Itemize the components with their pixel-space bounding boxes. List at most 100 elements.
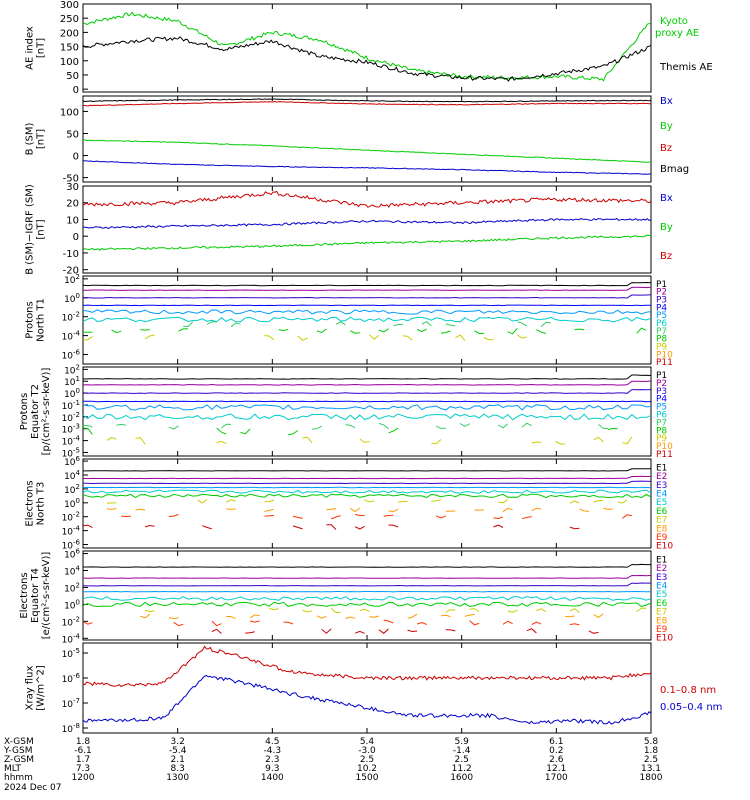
y-tick-label: 200 [60,28,79,39]
channel-label: E6 [656,507,668,517]
channel-segment-10 [245,631,255,634]
channel-segment-7 [82,424,93,428]
panel-frame [82,458,652,549]
series-line-2 [82,234,652,251]
y-tick-label: 100 [64,387,80,400]
channel-line-2 [83,286,652,291]
panel-7: Electrons Equator T4 [e/(cm²-s-sr-keV)] 106… [19,548,673,646]
channel-label: E5 [656,590,667,600]
channel-segment-7 [225,499,236,503]
channel-line-6 [82,316,652,323]
channel-segment-8 [440,614,451,618]
y-tick-label: 10-6 [62,672,81,685]
x-tick-label: 0.2 [549,746,563,756]
x-tick-label: 2.6 [549,755,564,765]
x-tick-label: 5.9 [455,737,470,747]
channel-segment-9 [431,439,442,445]
channel-segment-9 [521,516,532,520]
y-tick-label: 30 [66,182,79,193]
legend-entry: Kyoto [660,16,688,27]
channel-segment-7 [269,608,279,611]
channel-segment-10 [82,524,93,529]
y-axis-label: Protons [25,301,36,338]
channel-segment-9 [355,514,365,517]
channel-segment-8 [464,613,475,617]
channel-line-3 [82,389,652,394]
channel-segment-7 [144,609,155,613]
channel-label: P6 [656,411,667,421]
y-axis-label: B (SM)−IGRF (SM) [25,184,36,275]
channel-segment-8 [369,615,380,618]
channel-segment-9 [402,335,413,341]
y-tick-label: 50 [66,129,79,140]
panel-frame [82,95,652,183]
channel-segment-9 [211,620,222,627]
channel-line-5 [82,404,652,411]
x-tick-label: 1300 [166,773,189,783]
legend-entry: 0.1–0.8 nm [660,685,716,696]
y-axis-label: [nT] [36,38,47,58]
channel-label: E10 [656,634,673,644]
x-tick-label: -1.4 [453,746,471,756]
series-line-4 [82,98,652,103]
channel-segment-10 [388,524,399,528]
channel-segment-9 [331,515,341,520]
channel-line-1 [83,563,651,568]
channel-segment-10 [202,525,213,530]
channel-line-6 [82,601,652,608]
channel-segment-8 [178,328,189,332]
channel-segment-7 [264,499,275,503]
x-tick-label: 5.8 [644,737,659,747]
channel-segment-10 [321,628,332,634]
channel-segment-7 [302,609,313,613]
channel-segment-7 [459,423,470,427]
channel-segment-9 [297,335,308,341]
channel-segment-8 [440,330,451,334]
channel-label: P9 [656,434,667,444]
channel-segment-10 [292,525,303,530]
panel-3: B (SM)−IGRF (SM) [nT] -20 -10 0 10 20 30 Bx By Bz [25,182,673,277]
channel-label: E9 [656,625,668,635]
channel-segment-7 [421,321,432,327]
channel-segment-7 [431,499,442,502]
panel-frame [82,3,652,93]
channel-segment-8 [82,427,93,435]
channel-label: E7 [656,516,667,526]
channel-segment-7 [469,608,480,612]
channel-segment-7 [230,322,241,328]
x-tick-label: 1800 [640,773,663,783]
y-axis-label: [e/(cm²-s-sr-keV)] [41,552,52,640]
channel-segment-8 [378,328,389,333]
x-tick-label: 2.5 [455,755,469,765]
y-tick-label: 102 [64,581,80,594]
channel-segment-8 [565,615,575,618]
x-tick-label: 10.2 [357,764,377,774]
channel-label: E4 [656,489,668,499]
y-tick-label: 300 [60,0,79,11]
y-tick-label: 50 [66,71,79,82]
channel-label: P2 [656,379,667,389]
y-tick-label: 102 [64,363,80,376]
x-tick-label: 1700 [545,773,568,783]
channel-label: P11 [656,358,673,368]
x-tick-label: 3.2 [171,737,185,747]
channel-segment-7 [536,608,547,613]
y-axis-label: Equator T2 [30,384,41,439]
x-tick-label: 2.1 [171,755,185,765]
channel-segment-8 [507,327,518,335]
channel-line-3 [82,294,652,299]
channel-segment-7 [569,500,580,504]
series-line-2 [82,139,652,163]
x-tick-label: 1200 [72,773,95,783]
channel-segment-8 [603,507,613,511]
channel-segment-10 [407,629,418,633]
channel-segment-7 [569,608,580,613]
y-axis-label: Protons [19,393,30,430]
y-tick-label: 10-2 [62,615,80,628]
channel-segment-7 [116,423,127,426]
channel-segment-9 [135,436,146,445]
channel-label: P1 [656,371,667,381]
y-axis-label: North T3 [36,482,47,526]
channel-segment-9 [517,334,528,339]
channel-line-1 [82,281,652,287]
